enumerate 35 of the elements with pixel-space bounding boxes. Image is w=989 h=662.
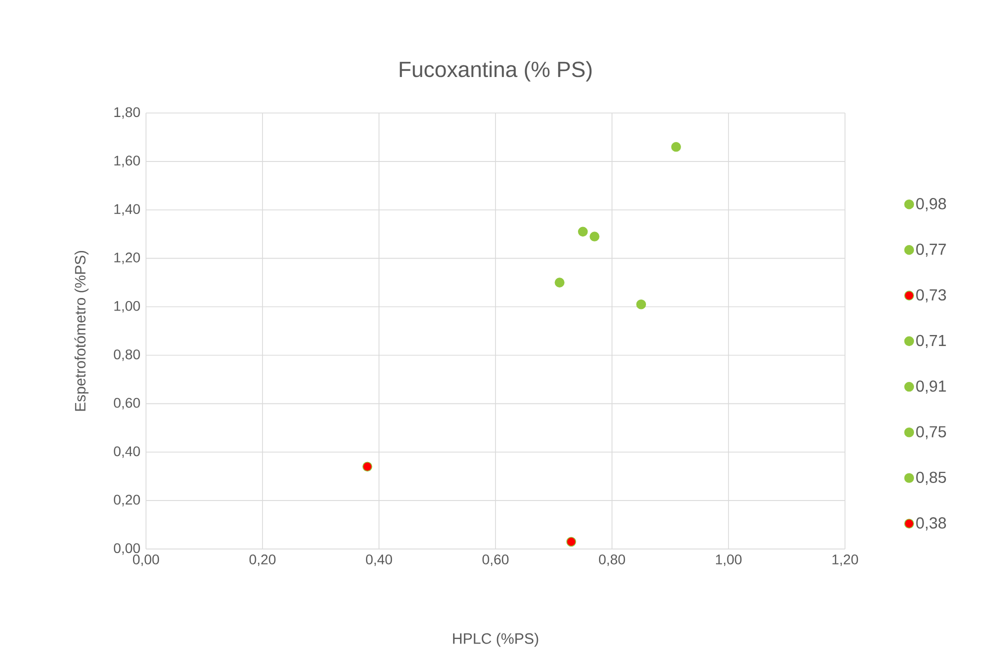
x-tick-label: 1,20 xyxy=(832,554,858,566)
y-tick-label: 0,00 xyxy=(114,543,140,555)
y-tick-label: 1,20 xyxy=(114,252,140,264)
y-tick-label: 0,80 xyxy=(114,349,140,361)
y-tick-label: 1,40 xyxy=(114,204,140,216)
y-tick-label: 1,60 xyxy=(114,156,140,168)
legend-label: 0,71 xyxy=(916,334,946,348)
point xyxy=(636,299,646,310)
point xyxy=(566,536,576,547)
y-tick-label: 1,00 xyxy=(114,301,140,313)
y-tick-label: 0,20 xyxy=(114,494,140,506)
point xyxy=(590,232,600,242)
x-tick-label: 1,00 xyxy=(716,554,742,566)
y-tick-label: 0,40 xyxy=(114,446,140,458)
legend-label: 0,77 xyxy=(916,244,946,257)
legend-label: 0,38 xyxy=(916,517,946,530)
x-tick-label: 0,40 xyxy=(366,554,392,566)
x-axis-title: HPLC (%PS) xyxy=(453,632,538,647)
y-tick-label: 0,60 xyxy=(114,398,140,410)
x-tick-label: 0,80 xyxy=(598,554,626,566)
y-axis-title: Espetrofotómetro (%PS) xyxy=(74,250,88,411)
x-tick-label: 0,00 xyxy=(132,554,160,566)
x-tick-label: 0,60 xyxy=(482,554,509,566)
legend-label: 0,98 xyxy=(916,198,946,212)
point xyxy=(554,278,564,288)
x-tick-label: 0,20 xyxy=(249,554,276,566)
point xyxy=(362,462,372,472)
legend-label: 0,75 xyxy=(916,426,946,440)
legend-label: 0,73 xyxy=(916,289,946,302)
chart-title: Fucoxantina (% PS) xyxy=(400,61,592,82)
point xyxy=(671,142,681,152)
point xyxy=(578,226,588,237)
y-tick-label: 1,80 xyxy=(114,107,140,119)
legend-label: 0,91 xyxy=(916,380,946,394)
legend-label: 0,85 xyxy=(916,472,946,485)
